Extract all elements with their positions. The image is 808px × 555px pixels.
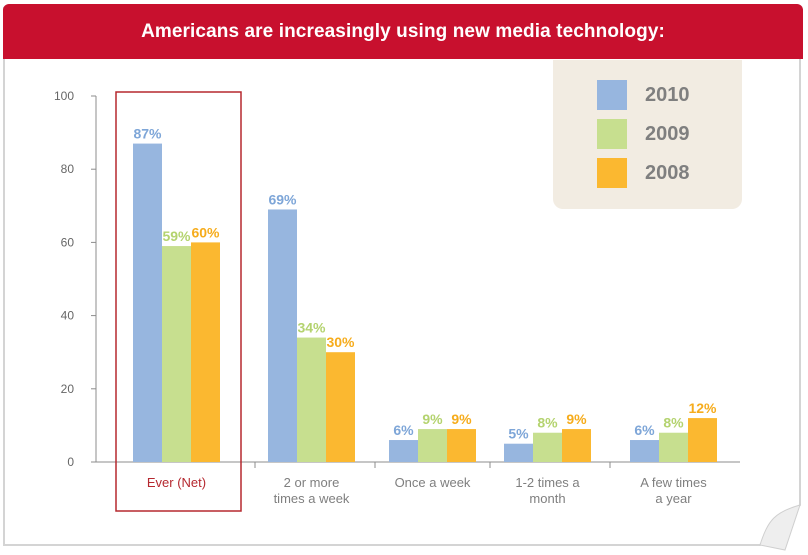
legend-label-2010: 2010 bbox=[645, 84, 690, 106]
legend-swatch-2009 bbox=[597, 119, 627, 149]
header-bar bbox=[3, 4, 803, 59]
chart-title: Americans are increasingly using new med… bbox=[141, 21, 665, 42]
legend-label-2009: 2009 bbox=[645, 123, 690, 145]
legend-swatch-2010 bbox=[597, 80, 627, 110]
legend-label-2008: 2008 bbox=[645, 162, 690, 184]
legend-swatch-2008 bbox=[597, 158, 627, 188]
legend: 2010 2009 2008 bbox=[553, 60, 742, 209]
